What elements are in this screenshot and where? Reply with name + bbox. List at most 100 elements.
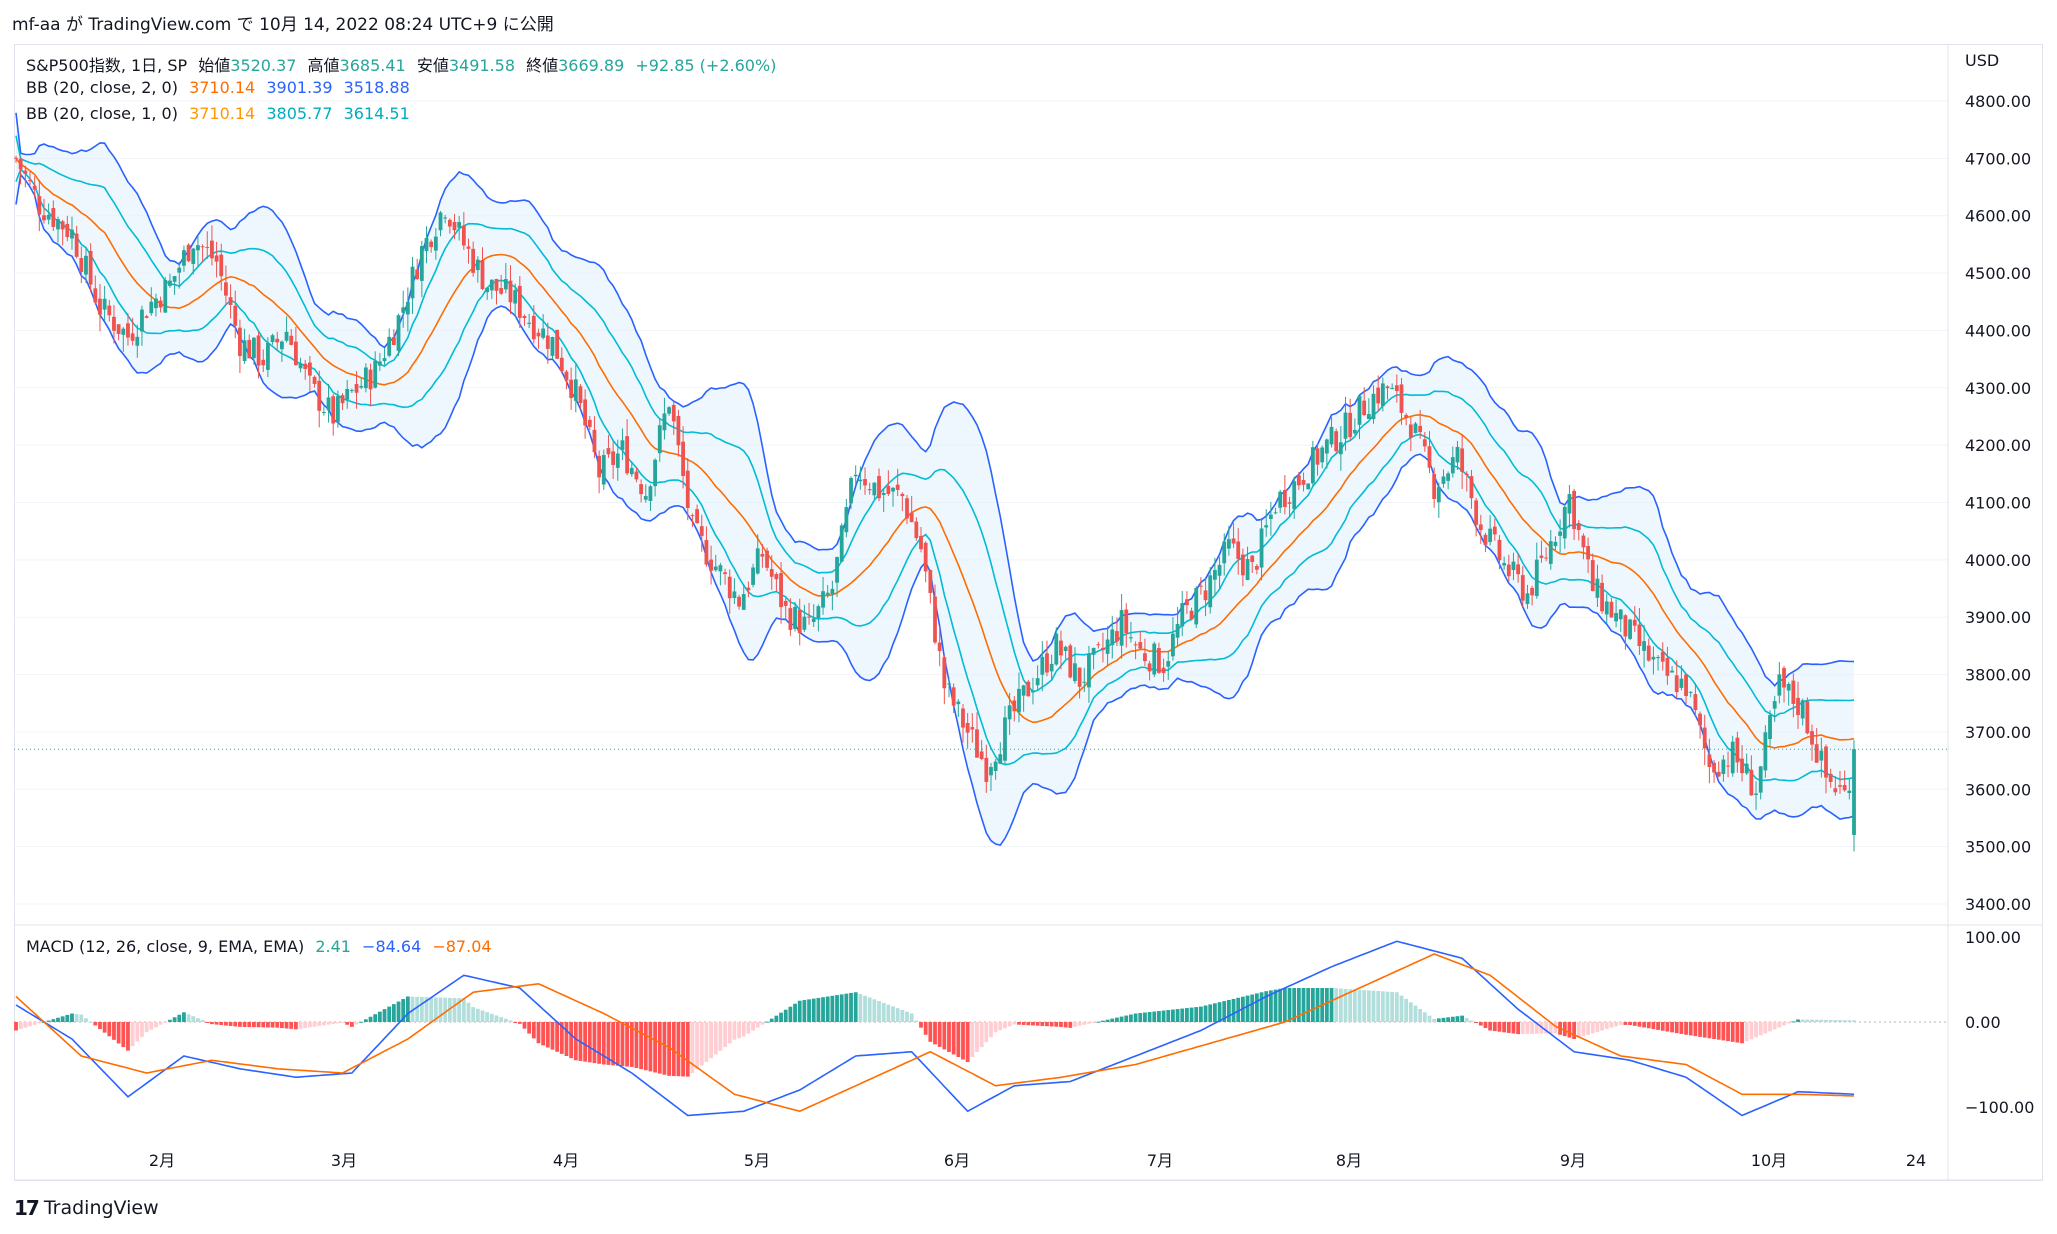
macd-histogram-bar [168,1019,172,1022]
candle-body [718,565,723,572]
candle-body [648,486,653,501]
macd-histogram-bar [685,1022,690,1077]
macd-histogram-bar [1194,1007,1199,1022]
macd-histogram-bar [457,998,462,1022]
macd-histogram-bar [1264,991,1269,1022]
candle-body [578,386,583,404]
high-value: 3685.41 [339,56,406,75]
bb-basis-line [15,158,1855,749]
macd-histogram-bar [275,1022,280,1028]
macd-histogram-bar [1740,1022,1744,1044]
macd-histogram-bar [1782,1022,1786,1026]
candle-body [685,470,690,509]
candle-body [1268,514,1273,519]
macd-histogram-bar [1777,1022,1782,1028]
candle-body [233,305,238,326]
candle-body [1059,640,1063,656]
candle-body [1245,559,1250,580]
macd-histogram-bar [391,1004,396,1022]
macd-histogram-bar [1628,1022,1632,1026]
candle-body [1133,644,1138,646]
macd-histogram-bar [788,1006,793,1022]
candle-body [1735,737,1740,763]
macd-histogram-bar [461,998,466,1022]
candle-body [741,594,746,610]
macd-histogram-bar [1581,1022,1586,1037]
candle-body [1670,670,1674,673]
macd-histogram-bar [1226,999,1231,1022]
macd-histogram-bar [914,1020,919,1022]
candle-body [107,305,112,316]
candle-body [121,328,126,335]
candle-body [140,309,144,332]
macd-histogram-bar [816,997,821,1022]
candle-body [998,754,1003,764]
candle-body [126,323,130,338]
macd-histogram-bar [984,1022,989,1043]
macd-histogram-bar [1366,990,1371,1022]
candle-body [1376,387,1381,404]
macd-histogram-bar [1618,1022,1623,1025]
macd-histogram-bar [1548,1022,1553,1034]
candle-body [224,282,228,296]
candle-body [937,642,942,652]
macd-histogram-bar [1385,991,1390,1022]
candle-body [1166,661,1171,667]
macd-histogram-bar [424,997,429,1022]
macd-histogram-bar [1418,1008,1423,1022]
macd-histogram-bar [1124,1015,1129,1022]
macd-histogram-bar [541,1022,546,1046]
macd-histogram-bar [1171,1009,1175,1022]
macd-histogram-bar [298,1022,303,1029]
candle-body [914,521,919,539]
macd-histogram-bar [135,1022,140,1042]
candle-body [340,395,345,404]
candle-body [1614,613,1618,622]
macd-histogram-bar [401,999,406,1022]
macd-histogram-bar [863,995,867,1022]
candle-body [1418,425,1423,433]
candle-body [443,217,448,219]
candle-body [359,385,364,388]
candle-body [1679,678,1684,688]
candle-body [769,569,774,577]
bb1-legend: BB (20, close, 2, 0) 3710.14 3901.39 351… [26,78,416,97]
macd-histogram-bar [1427,1015,1432,1022]
candle-body [895,484,900,490]
candle-body [1707,754,1712,768]
macd-line [15,940,1855,1117]
candle-body [74,233,79,257]
price-tick-label: 4500.00 [1965,264,2031,283]
bb1-lower-line [15,167,1855,782]
macd-histogram-bar [396,1001,401,1022]
candle-body [1660,651,1665,662]
macd-histogram-bar [1688,1022,1693,1036]
macd-tick-label: −100.00 [1965,1098,2034,1117]
macd-histogram-bar [1665,1022,1670,1032]
candle-body [205,246,210,248]
macd-histogram-bar [727,1022,732,1044]
candle-body [429,241,434,248]
candle-body [247,339,252,359]
candle-body [713,566,718,571]
macd-histogram-bar [1586,1022,1590,1035]
candle-body [149,301,154,314]
macd-histogram-bar [121,1022,126,1048]
candle-body [1828,773,1833,782]
macd-histogram-bar [1091,1022,1096,1023]
candle-body [1534,559,1539,597]
close-value: 3669.89 [558,56,625,75]
candle-body [601,455,606,485]
time-tick-label: 7月 [1147,1151,1173,1170]
candle-body [1436,487,1441,503]
candle-body [1115,631,1119,642]
candle-body [172,276,177,282]
macd-histogram-bar [438,997,443,1022]
macd-histogram-bar [1646,1022,1651,1029]
candle-body [1143,653,1147,662]
candle-body [634,471,639,480]
macd-histogram-bar [1208,1004,1213,1022]
candle-body [1684,674,1688,697]
candle-body [811,618,816,622]
